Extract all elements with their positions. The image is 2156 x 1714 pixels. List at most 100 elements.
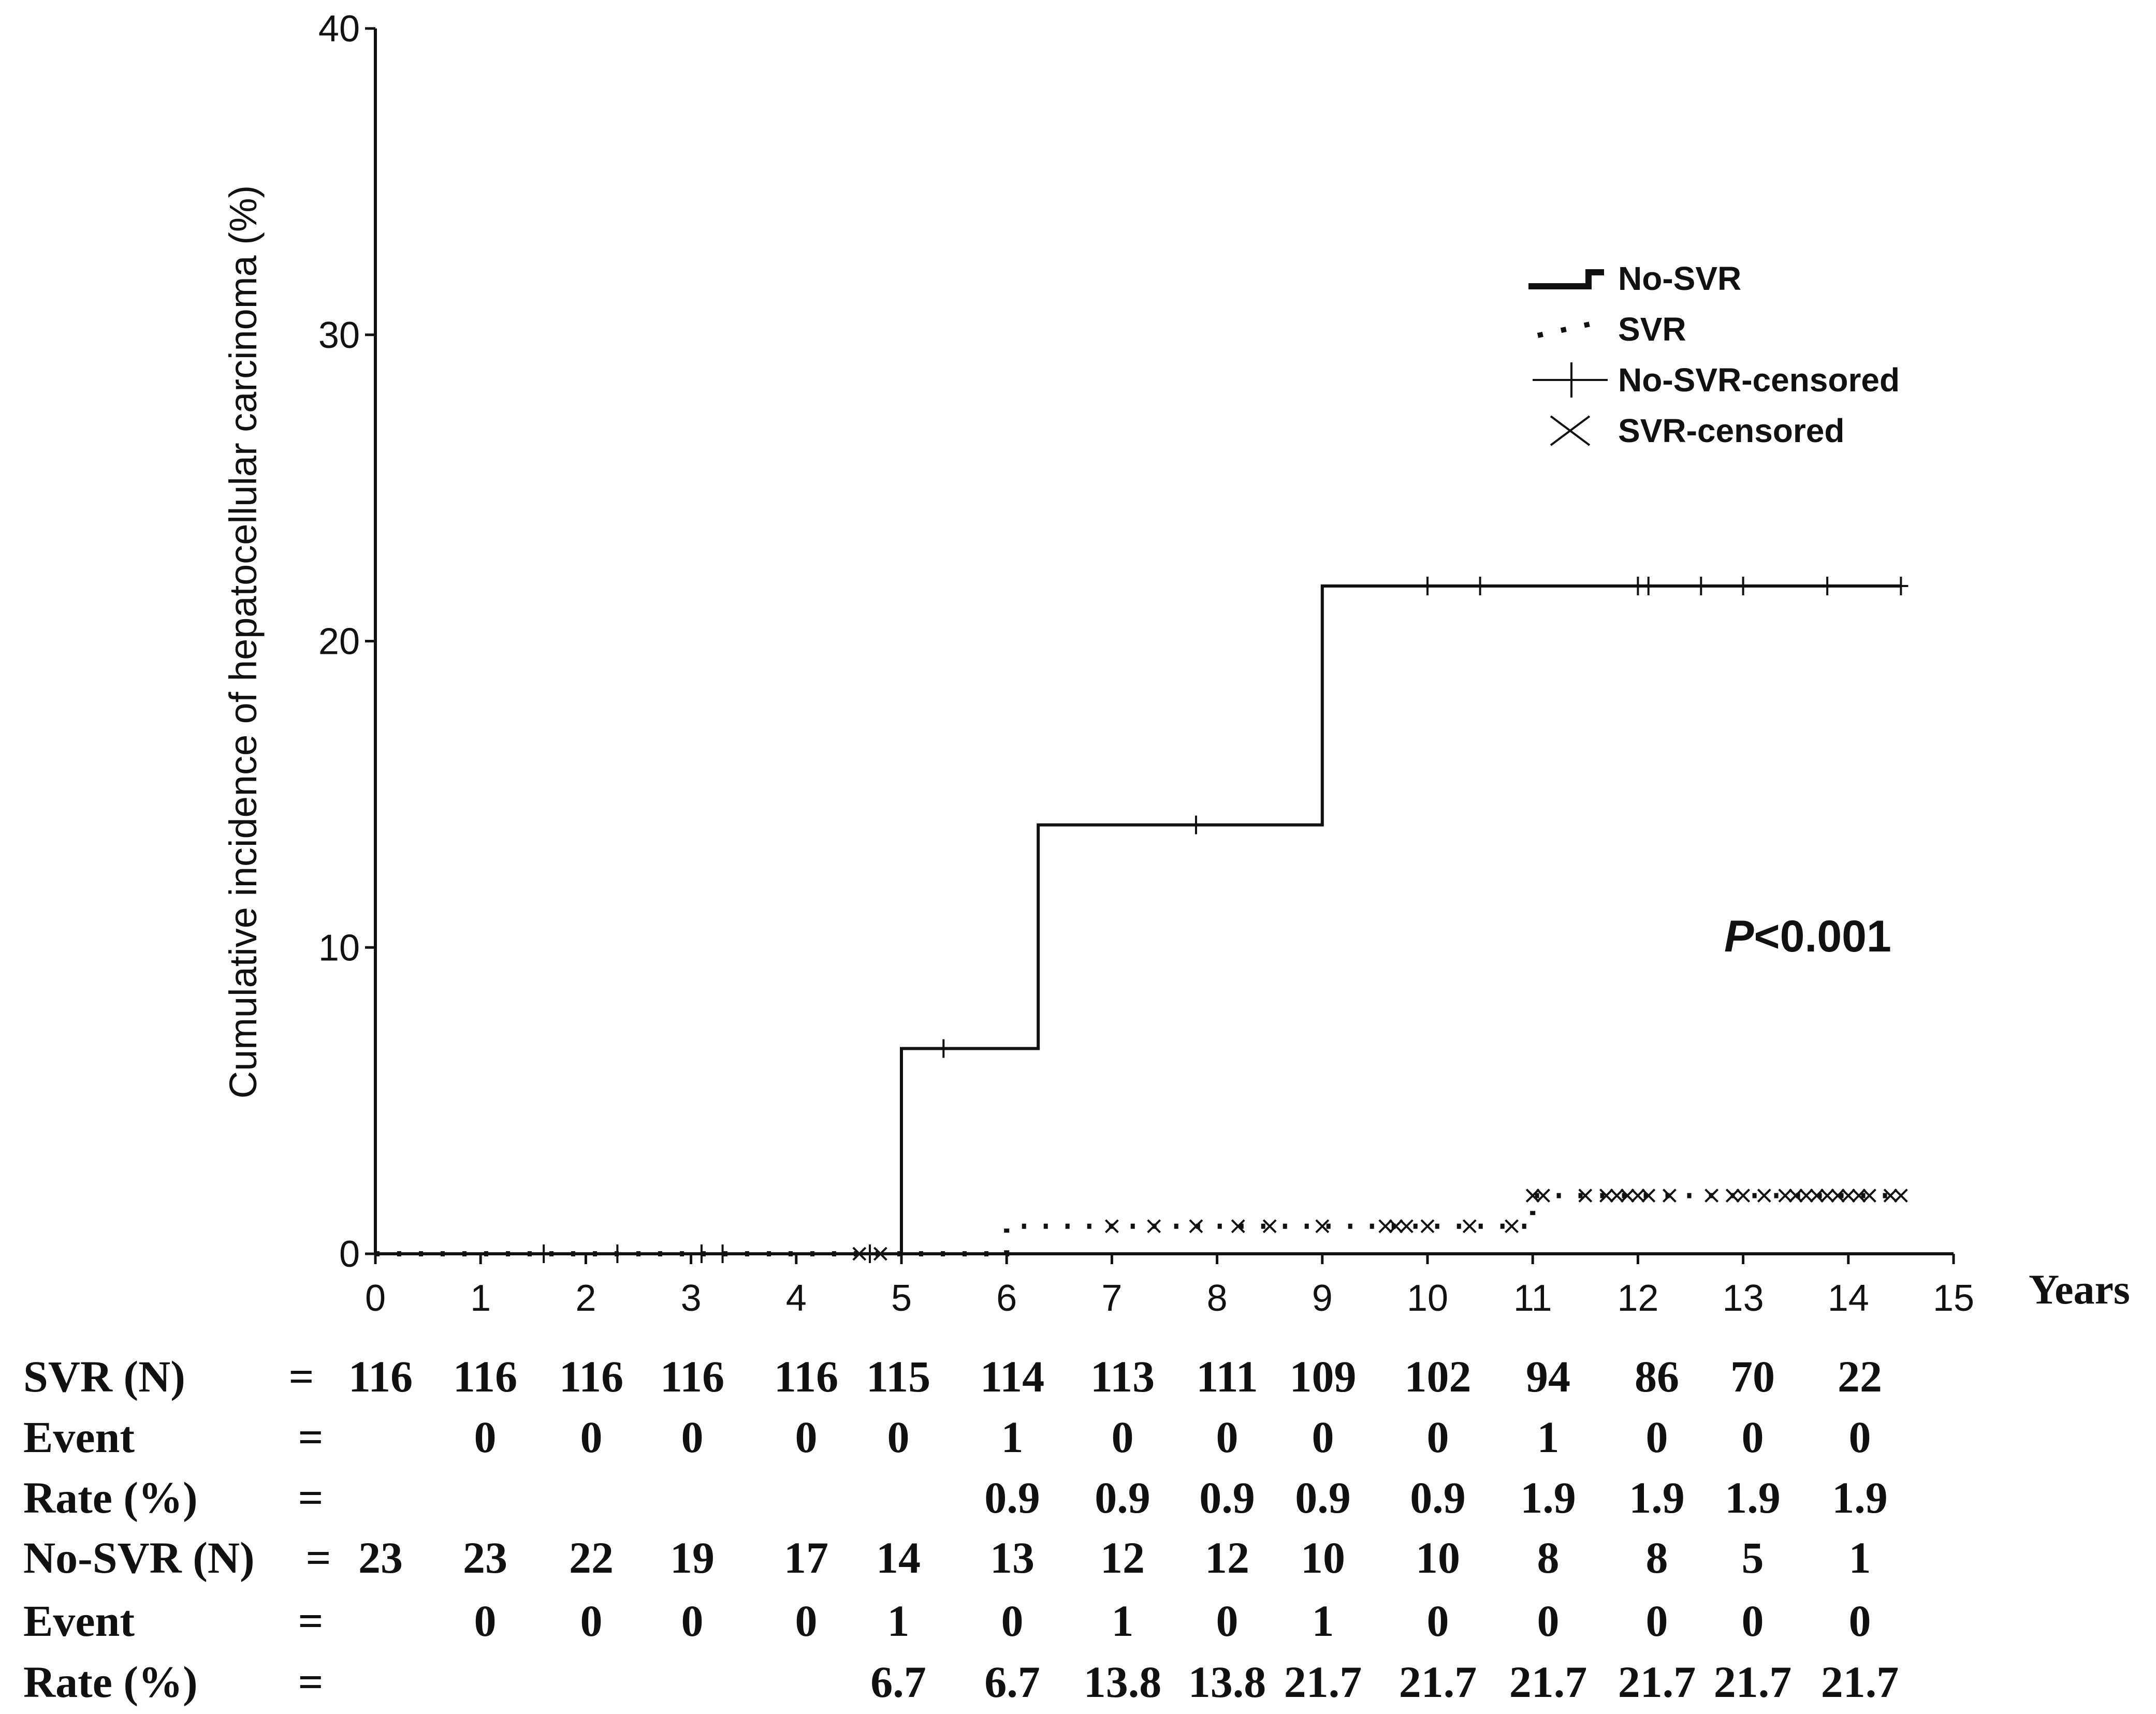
- risk-row-label: Event: [23, 1412, 135, 1462]
- risk-cell: 0: [1742, 1412, 1764, 1462]
- svr-censor-mark: [1505, 1219, 1519, 1234]
- risk-cell: 19: [670, 1533, 715, 1583]
- svr-censor-mark: [1599, 1189, 1613, 1203]
- risk-cell: 21.7: [1821, 1657, 1899, 1707]
- risk-cell: 0: [580, 1596, 603, 1646]
- risk-cell: 0: [1646, 1596, 1668, 1646]
- risk-row-label: Event: [23, 1596, 135, 1646]
- legend-cross-swatch: [1550, 415, 1591, 446]
- no-svr-censor-mark: [1694, 576, 1709, 595]
- svr-censor-mark: [1725, 1189, 1740, 1203]
- risk-cell: 115: [866, 1352, 930, 1401]
- risk-cell: 1: [1537, 1412, 1560, 1462]
- x-tick-label: 0: [365, 1278, 386, 1319]
- svr-censor-mark: [1705, 1189, 1719, 1203]
- risk-cell: 116: [453, 1352, 517, 1401]
- risk-cell: 1: [1312, 1596, 1334, 1646]
- risk-cell: 102: [1405, 1352, 1472, 1401]
- x-tick-label: 7: [1101, 1278, 1122, 1319]
- svr-censor-mark: [1462, 1219, 1477, 1234]
- svr-censor-mark: [1231, 1219, 1245, 1234]
- risk-cell: 114: [980, 1352, 1044, 1401]
- y-axis-ticks: 0 10 20 30 40: [318, 8, 375, 1275]
- risk-cell: 0.9: [984, 1473, 1040, 1522]
- risk-cell: 1.9: [1832, 1473, 1888, 1522]
- risk-cell: 1: [1112, 1596, 1134, 1646]
- y-tick-label: 0: [339, 1234, 360, 1275]
- no-svr-censor-mark: [1641, 576, 1656, 595]
- risk-cell: 0: [887, 1412, 910, 1462]
- risk-cell: 1: [1001, 1412, 1024, 1462]
- svr-censor-mark: [1262, 1219, 1277, 1234]
- svr-censor-mark: [1883, 1189, 1898, 1203]
- x-tick-label: 14: [1828, 1278, 1869, 1319]
- svr-censor-mark: [1525, 1189, 1540, 1203]
- risk-cell: 0: [1646, 1412, 1668, 1462]
- svr-censor-mark: [1641, 1189, 1656, 1203]
- risk-cell: 116: [660, 1352, 724, 1401]
- series-svr-line: [375, 1193, 1901, 1256]
- risk-row-label: SVR (N): [23, 1352, 185, 1401]
- no-svr-censor-mark: [536, 1244, 551, 1263]
- svr-censor-mark: [1852, 1189, 1866, 1203]
- svr-censor-mark: [1662, 1189, 1677, 1203]
- risk-cell: 0: [1849, 1412, 1871, 1462]
- risk-cell: 0: [474, 1412, 497, 1462]
- risk-row-equals: =: [298, 1412, 323, 1462]
- no-svr-censor-mark: [1893, 576, 1909, 595]
- risk-cell: 0: [1427, 1412, 1449, 1462]
- risk-cell: 0: [1112, 1412, 1134, 1462]
- no-svr-censor-mark: [715, 1244, 730, 1263]
- legend-no-svr-swatch: [1528, 269, 1604, 289]
- x-tick-label: 13: [1723, 1278, 1764, 1319]
- risk-cell: 21.7: [1399, 1657, 1477, 1707]
- risk-cell: 6.7: [984, 1657, 1040, 1707]
- risk-cell: 94: [1526, 1352, 1570, 1401]
- series-layer: [375, 584, 1901, 1256]
- svr-censor-mark: [1630, 1189, 1645, 1203]
- svr-censor-mark: [1831, 1189, 1845, 1203]
- risk-cell: 21.7: [1284, 1657, 1362, 1707]
- svr-censor-mark: [1147, 1219, 1161, 1234]
- risk-cell: 12: [1205, 1533, 1249, 1583]
- risk-row-equals: =: [305, 1533, 331, 1583]
- risk-cell: 0: [795, 1596, 818, 1646]
- x-tick-label: 1: [470, 1278, 491, 1319]
- x-axis-unit-label: Years: [2029, 1266, 2130, 1313]
- svr-censor-mark: [873, 1247, 887, 1261]
- risk-cell: 6.7: [870, 1657, 926, 1707]
- x-tick-label: 4: [786, 1278, 807, 1319]
- y-tick-label: 20: [318, 621, 360, 663]
- risk-cell: 10: [1301, 1533, 1345, 1583]
- no-svr-censor-mark: [1420, 576, 1435, 595]
- svr-censor-mark: [1810, 1189, 1824, 1203]
- legend: No-SVR SVR No-SVR-censored SVR-censored: [1528, 260, 1900, 449]
- risk-row-equals: =: [298, 1596, 323, 1646]
- risk-cell: 0.9: [1295, 1473, 1351, 1522]
- risk-cell: 5: [1742, 1533, 1764, 1583]
- risk-cell: 0.9: [1199, 1473, 1255, 1522]
- risk-cell: 22: [569, 1533, 614, 1583]
- risk-cell: 1: [1849, 1533, 1871, 1583]
- risk-cell: 21.7: [1714, 1657, 1792, 1707]
- legend-svr-swatch: [1537, 320, 1596, 338]
- risk-cell: 113: [1090, 1352, 1155, 1401]
- risk-cell: 13.8: [1084, 1657, 1162, 1707]
- no-svr-censor-mark: [1736, 576, 1751, 595]
- risk-cell: 0: [1849, 1596, 1871, 1646]
- y-tick-label: 30: [318, 315, 360, 356]
- risk-cell: 1.9: [1520, 1473, 1576, 1522]
- y-tick-label: 40: [318, 8, 360, 50]
- x-tick-label: 6: [996, 1278, 1017, 1319]
- svr-censor-mark: [1420, 1219, 1435, 1234]
- svr-censor-mark: [1788, 1189, 1803, 1203]
- risk-cell: 14: [876, 1533, 921, 1583]
- svr-censor-mark: [1757, 1189, 1771, 1203]
- legend-label: SVR: [1618, 311, 1686, 348]
- svr-censor-mark: [1841, 1189, 1856, 1203]
- risk-cell: 1: [887, 1596, 910, 1646]
- no-svr-censor-mark: [1473, 576, 1488, 595]
- x-tick-label: 15: [1933, 1278, 1974, 1319]
- no-svr-censor-mark: [610, 1244, 625, 1263]
